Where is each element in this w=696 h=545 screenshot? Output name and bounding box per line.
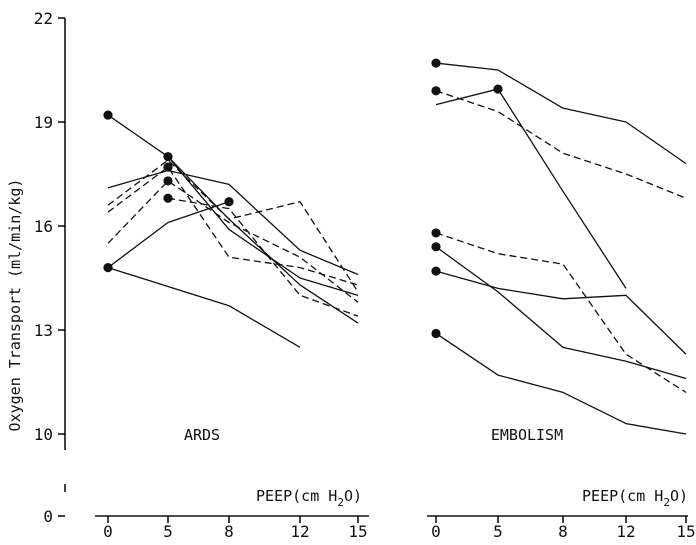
x-tick-label: 0: [431, 522, 441, 541]
series-line-solid: [435, 332, 687, 435]
data-point-marker: [103, 110, 113, 120]
data-point-marker: [493, 84, 503, 94]
data-point-marker: [163, 152, 173, 162]
x-tick-label: 5: [163, 522, 173, 541]
y-axis-title: Oxygen Transport (ml/min/kg): [6, 179, 24, 432]
panel-label: EMBOLISM: [491, 426, 563, 444]
series-line-solid: [435, 62, 687, 165]
x-tick-label: 12: [290, 522, 309, 541]
data-point-marker: [163, 162, 173, 172]
series-line-solid: [435, 246, 687, 380]
series-line-solid: [107, 169, 359, 276]
data-point-marker: [431, 86, 441, 96]
x-tick-label: 15: [348, 522, 367, 541]
series-line-solid: [107, 266, 301, 348]
series-line-solid: [435, 88, 627, 289]
data-point-marker: [431, 58, 441, 68]
x-tick-label: 8: [224, 522, 234, 541]
panel-label: ARDS: [184, 426, 220, 444]
series-line-solid: [107, 201, 230, 269]
x-axis-title: PEEP(cm H2O): [256, 487, 362, 509]
panel-ards: 0 5 8 12 15 PEEP(cm H2O) ARDS: [95, 110, 369, 541]
series-line-dashed: [435, 232, 687, 393]
series-line-solid: [435, 270, 687, 355]
y-tick-label: 19: [34, 113, 53, 132]
data-point-marker: [431, 328, 441, 339]
y-tick-label: 13: [34, 321, 53, 340]
x-axis-title: PEEP(cm H2O): [582, 487, 688, 509]
series-line-solid: [167, 156, 359, 324]
x-tick-label: 12: [616, 522, 635, 541]
x-tick-label: 8: [558, 522, 568, 541]
y-tick-label: 10: [34, 425, 53, 444]
y-tick-label: 22: [34, 9, 53, 28]
series-line-dashed: [107, 180, 359, 303]
panel-embolism: 0 5 8 12 15 PEEP(cm H2O) EMBOLISM: [427, 58, 696, 541]
x-tick-label: 15: [676, 522, 695, 541]
series-line-dashed: [107, 166, 359, 286]
y-axis: 22 19 16 13 10 0: [34, 9, 66, 526]
data-point-marker: [431, 228, 441, 238]
x-tick-label: 5: [493, 522, 503, 541]
data-point-marker: [163, 193, 173, 203]
data-point-marker: [163, 176, 173, 186]
data-point-marker: [103, 263, 113, 273]
x-tick-label: 0: [103, 522, 113, 541]
data-point-marker: [431, 242, 441, 252]
data-point-marker: [224, 197, 234, 207]
series-line-dashed: [167, 197, 359, 317]
data-point-marker: [431, 266, 441, 276]
series-line-dashed: [107, 159, 359, 293]
series-line-solid: [107, 114, 359, 296]
y-tick-label: 0: [43, 507, 53, 526]
y-tick-label: 16: [34, 217, 53, 236]
